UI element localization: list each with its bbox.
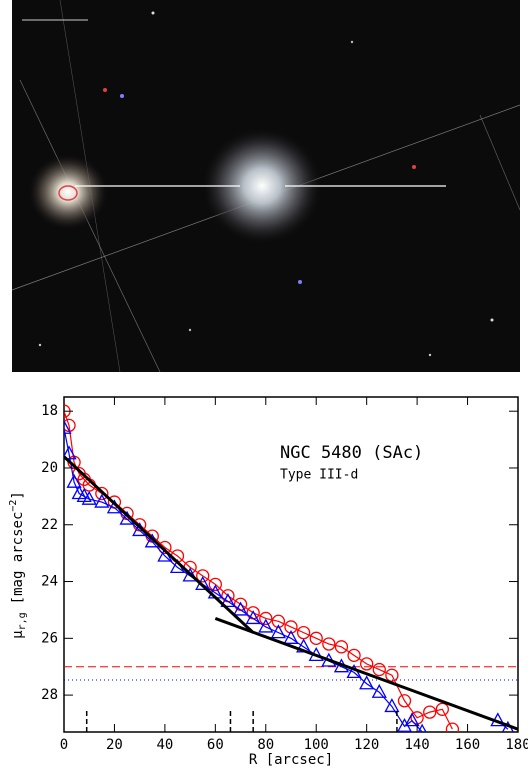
x-tick-label: 140 <box>404 737 429 753</box>
y-tick-label: 28 <box>41 687 58 703</box>
r-point <box>284 620 298 634</box>
r-point <box>208 577 222 592</box>
r-point <box>435 702 449 716</box>
g-point <box>404 712 420 727</box>
g-point <box>258 618 274 633</box>
g-point <box>359 675 375 690</box>
g-point <box>66 473 82 488</box>
x-tick-label: 120 <box>354 737 379 753</box>
y-tick-label: 26 <box>41 630 58 646</box>
y-label-subscript: r,g <box>17 612 28 630</box>
x-tick-label: 60 <box>207 737 224 753</box>
annotation-subtitle: Type III-d <box>280 468 358 483</box>
y-label-symbol: μ <box>10 630 26 639</box>
fit-line <box>214 617 518 731</box>
r-point <box>385 668 399 682</box>
g-point <box>182 567 198 582</box>
g-point <box>245 610 261 625</box>
g-point <box>94 493 110 508</box>
x-tick-label: 80 <box>257 737 274 753</box>
g-point <box>384 698 400 713</box>
x-tick-label: 20 <box>106 737 123 753</box>
r-point <box>259 611 273 626</box>
x-tick-label: 0 <box>60 737 68 753</box>
r-point <box>309 631 323 645</box>
g-point <box>64 445 77 460</box>
r-point <box>334 640 349 654</box>
y-tick-label: 18 <box>41 403 58 419</box>
r-point <box>158 540 172 555</box>
r-point <box>347 648 361 662</box>
r-point <box>423 705 437 719</box>
g-point <box>64 419 72 434</box>
x-tick-label: 180 <box>505 737 528 753</box>
plot-area <box>64 404 518 732</box>
g-point <box>283 629 299 644</box>
g-point <box>417 723 427 732</box>
fit-line <box>64 455 255 634</box>
r-point <box>360 657 374 671</box>
y-label-exponent: −2 <box>8 500 19 512</box>
y-tick-label: 22 <box>41 517 58 533</box>
r-point <box>95 486 109 501</box>
r-point <box>271 614 286 628</box>
plot-frame <box>63 396 519 733</box>
y-label-unit: [mag arcsec <box>10 512 26 605</box>
sky-image <box>11 0 521 373</box>
y-label-close: ] <box>10 491 26 499</box>
g-point <box>270 624 286 639</box>
y-tick-label: 24 <box>41 574 58 590</box>
annotation-title: NGC 5480 (SAc) <box>280 443 423 463</box>
x-tick-label: 100 <box>304 737 329 753</box>
g-point <box>81 490 97 505</box>
y-axis-label: μr,g [mag arcsec−2] <box>8 491 28 639</box>
r-point <box>372 662 386 677</box>
g-point <box>220 593 236 608</box>
x-tick-label: 160 <box>455 737 480 753</box>
r-point <box>397 694 412 708</box>
r-point <box>322 637 336 651</box>
g-point <box>232 601 249 616</box>
g-point <box>371 683 387 698</box>
r-point <box>196 569 210 583</box>
y-tick-label: 20 <box>41 460 58 476</box>
x-axis-label: R [arcsec] <box>249 752 333 768</box>
x-tick-label: 40 <box>156 737 173 753</box>
r-point <box>445 722 460 732</box>
